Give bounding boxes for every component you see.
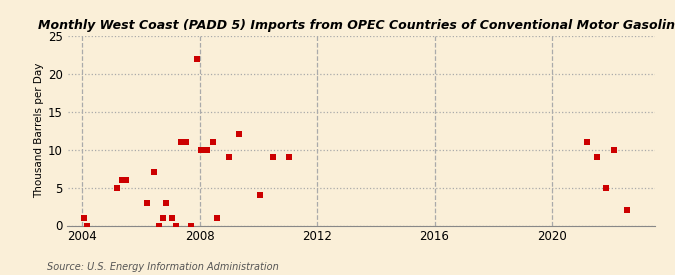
Point — [622, 208, 632, 213]
Point — [141, 200, 152, 205]
Point — [153, 223, 164, 228]
Point — [207, 140, 218, 144]
Point — [254, 193, 265, 197]
Text: Source: U.S. Energy Information Administration: Source: U.S. Energy Information Administ… — [47, 262, 279, 272]
Point — [592, 155, 603, 160]
Point — [186, 223, 196, 228]
Point — [78, 216, 89, 220]
Title: Monthly West Coast (PADD 5) Imports from OPEC Countries of Conventional Motor Ga: Monthly West Coast (PADD 5) Imports from… — [38, 19, 675, 32]
Point — [608, 147, 619, 152]
Point — [284, 155, 294, 160]
Point — [148, 170, 159, 175]
Point — [212, 216, 223, 220]
Point — [181, 140, 192, 144]
Point — [121, 178, 132, 182]
Y-axis label: Thousand Barrels per Day: Thousand Barrels per Day — [34, 63, 44, 198]
Point — [223, 155, 234, 160]
Point — [166, 216, 177, 220]
Point — [175, 140, 186, 144]
Point — [161, 200, 171, 205]
Point — [267, 155, 278, 160]
Point — [202, 147, 213, 152]
Point — [157, 216, 168, 220]
Point — [112, 185, 123, 190]
Point — [196, 147, 207, 152]
Point — [81, 223, 92, 228]
Point — [171, 223, 182, 228]
Point — [582, 140, 593, 144]
Point — [601, 185, 612, 190]
Point — [116, 178, 127, 182]
Point — [234, 132, 244, 137]
Point — [191, 56, 202, 61]
